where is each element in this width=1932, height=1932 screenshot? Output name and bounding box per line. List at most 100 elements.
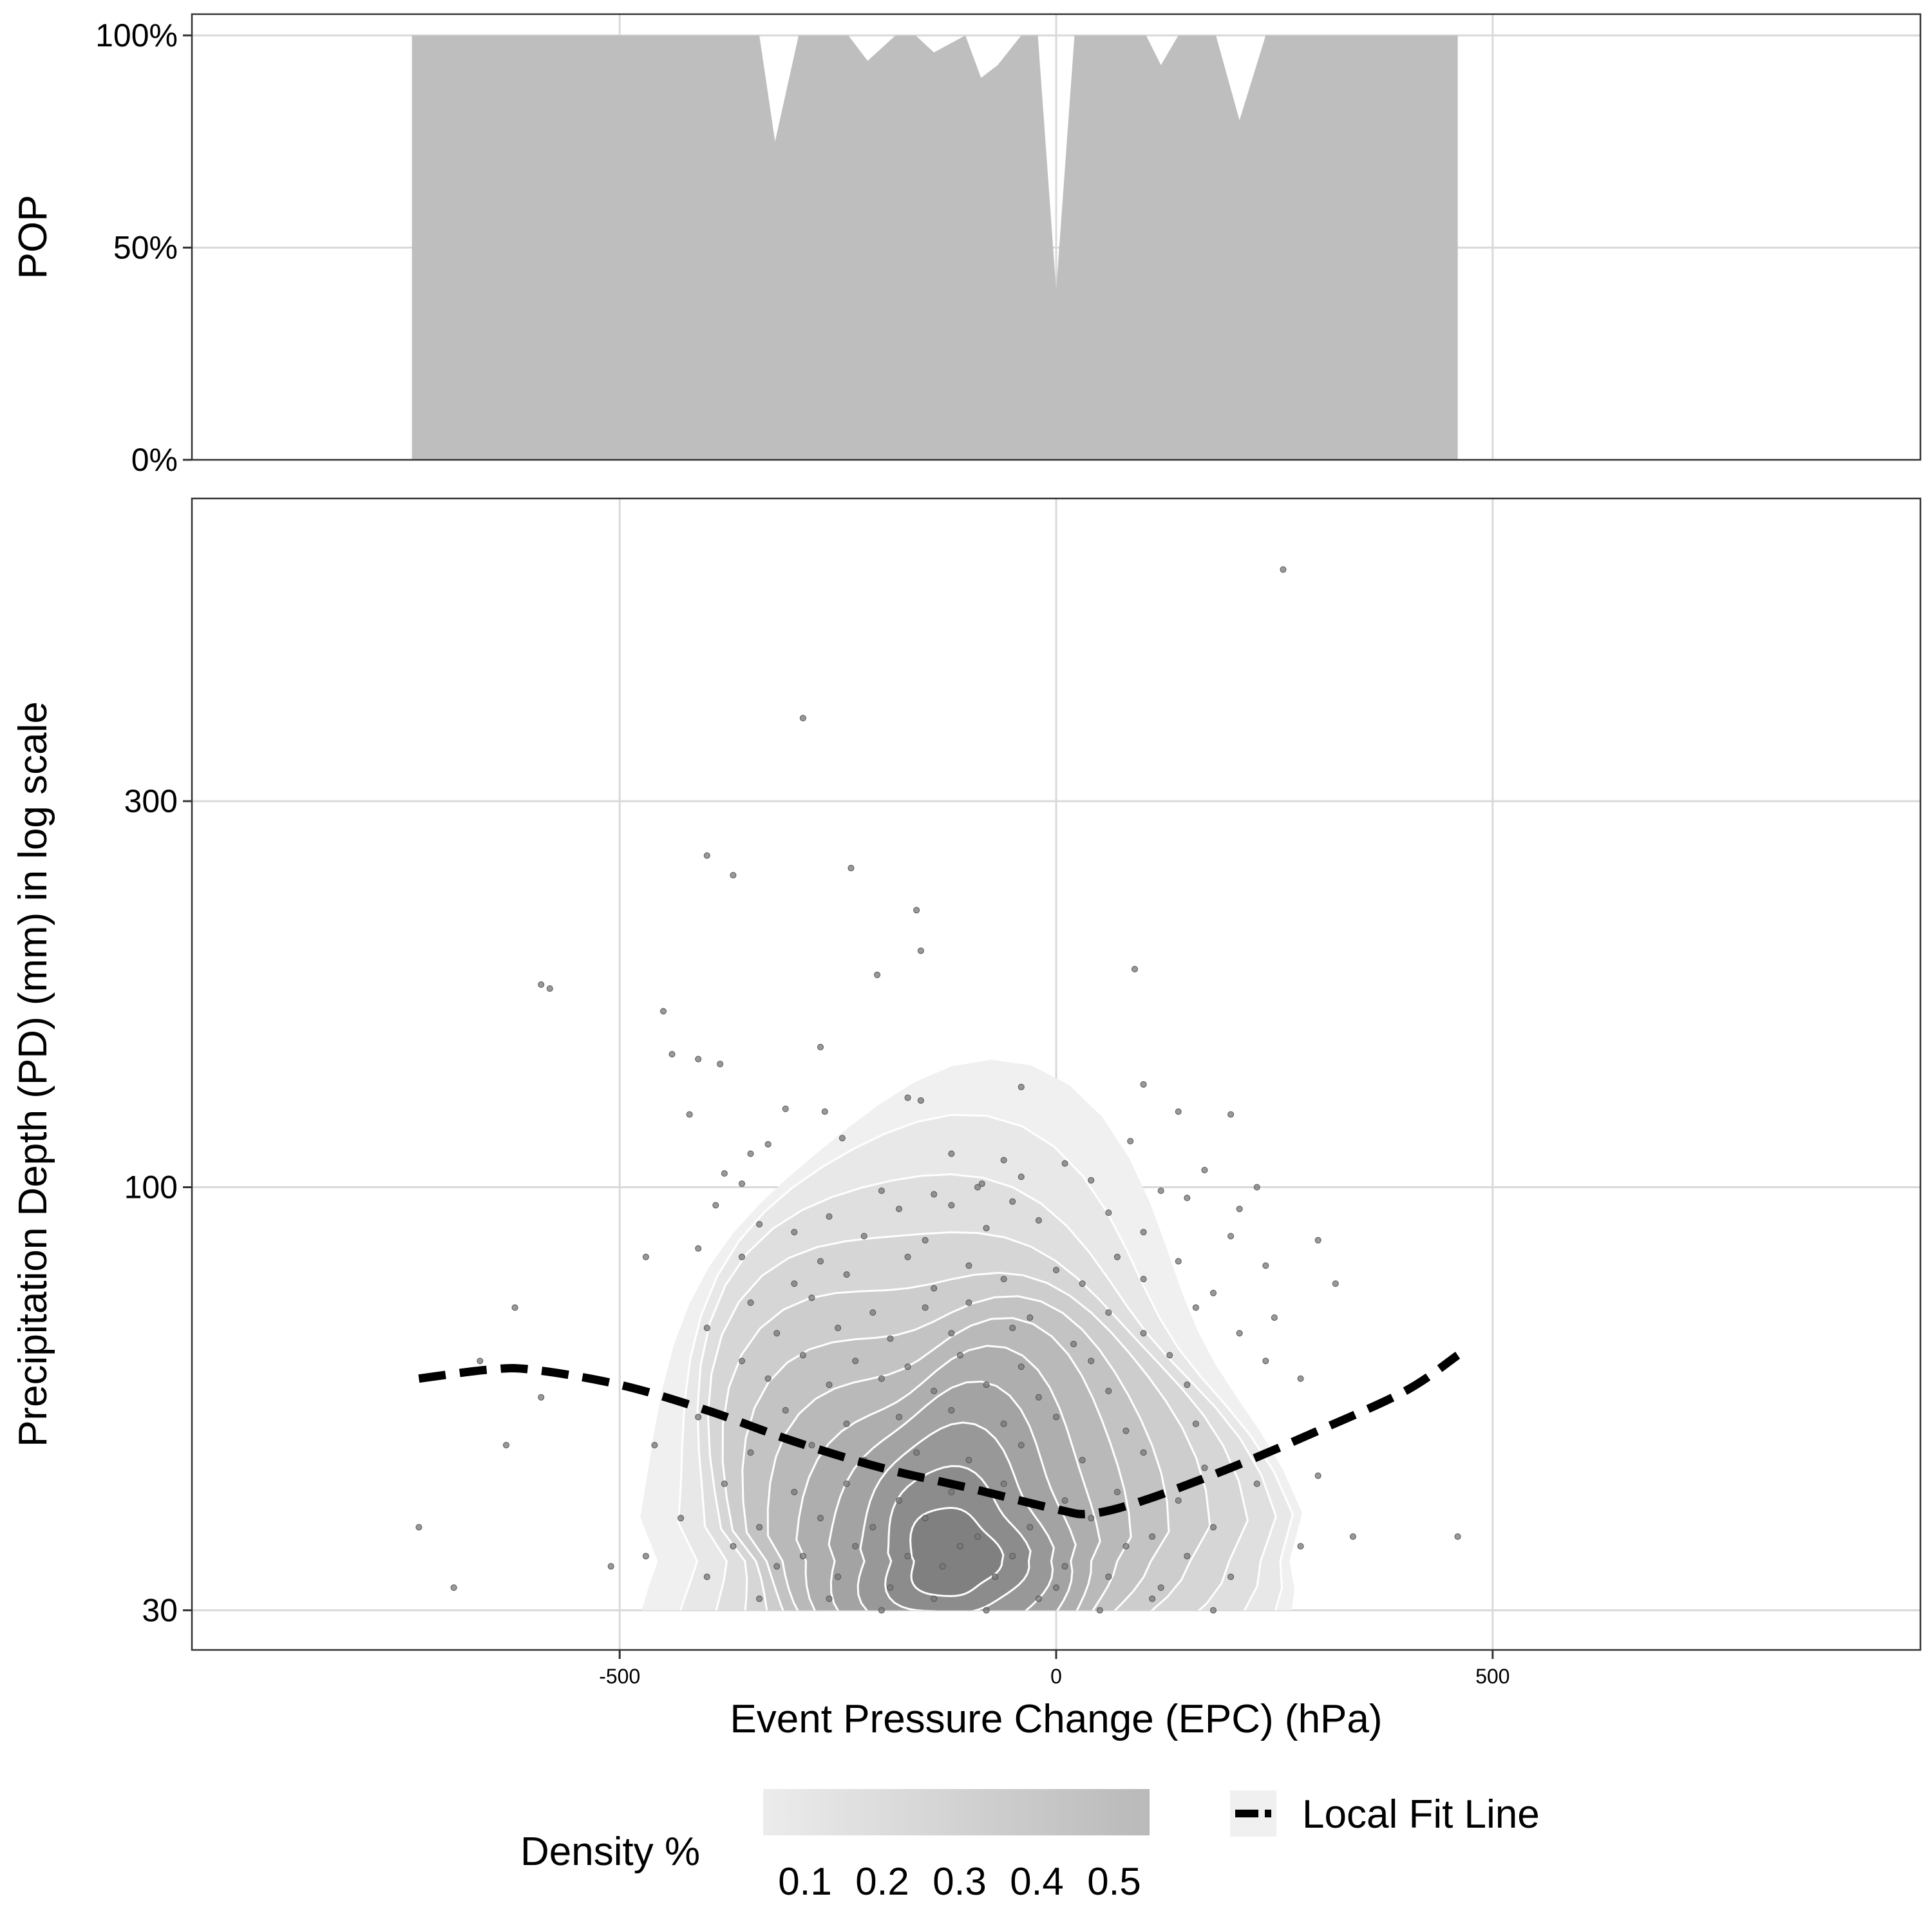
scatter-point: [1297, 1375, 1304, 1382]
scatter-point: [1175, 1108, 1182, 1115]
scatter-point: [965, 1299, 972, 1306]
scatter-point: [1175, 1497, 1182, 1504]
scatter-point: [721, 1481, 728, 1488]
scatter-point: [1314, 1236, 1321, 1244]
scatter-point: [1088, 1177, 1095, 1184]
scatter-point: [860, 1233, 867, 1240]
scatter-point: [1236, 1206, 1243, 1213]
scatter-point: [1061, 1563, 1068, 1570]
scatter-point: [869, 1309, 876, 1316]
scatter-point: [878, 1607, 885, 1614]
scatter-point: [703, 852, 710, 859]
scatter-point: [922, 1304, 929, 1311]
scatter-point: [922, 1515, 929, 1522]
scatter-point: [695, 1056, 702, 1063]
pop-y-tick-label: 100%: [95, 17, 178, 53]
scatter-point: [1184, 1553, 1191, 1560]
scatter-point: [948, 1202, 955, 1209]
scatter-point: [817, 1043, 824, 1050]
scatter-point: [1018, 1363, 1025, 1370]
scatter-point: [1105, 1387, 1112, 1394]
scatter-point: [739, 1253, 745, 1260]
scatter-point: [791, 1229, 798, 1236]
scatter-point: [642, 1553, 649, 1560]
scatter-point: [948, 1488, 955, 1495]
scatter-point: [1113, 1253, 1121, 1260]
scatter-point: [415, 1524, 422, 1531]
scatter-point: [791, 1488, 798, 1495]
scatter-point: [1253, 1481, 1260, 1488]
scatter-point: [983, 1381, 990, 1388]
density-legend-title: Density %: [520, 1830, 700, 1874]
scatter-point: [1105, 1309, 1112, 1316]
scatter-point: [764, 1375, 772, 1382]
scatter-point: [1053, 1584, 1059, 1591]
scatter-point: [1127, 1138, 1134, 1145]
scatter-point: [747, 1449, 754, 1456]
scatter-point: [848, 864, 855, 871]
scatter-point: [1027, 1314, 1034, 1321]
scatter-point: [931, 1387, 938, 1394]
scatter-point: [1140, 1081, 1147, 1088]
scatter-point: [956, 1352, 963, 1359]
density-colorbar: [763, 1789, 1150, 1835]
scatter-point: [1297, 1542, 1304, 1549]
pop-y-ticks: 0% 50% 100%: [95, 17, 192, 478]
scatter-point: [538, 1394, 545, 1401]
scatter-point: [1035, 1595, 1042, 1602]
scatter-point: [1105, 1573, 1112, 1580]
x-axis-label: Event Pressure Change (EPC) (hPa): [730, 1697, 1382, 1741]
scatter-point: [1201, 1464, 1208, 1472]
scatter-point: [712, 1202, 719, 1209]
scatter-point: [1227, 1233, 1235, 1240]
pop-y-tick-label: 0%: [131, 442, 178, 478]
scatter-point: [730, 872, 737, 879]
scatter-point: [503, 1441, 509, 1448]
scatter-point: [791, 1280, 798, 1287]
scatter-point: [1149, 1595, 1156, 1602]
scatter-point: [808, 1294, 815, 1302]
scatter-point: [756, 1524, 763, 1531]
scatter-point: [1157, 1187, 1164, 1194]
scatter-point: [826, 1381, 833, 1388]
scatter-point: [817, 1258, 824, 1265]
scatter-point: [546, 985, 553, 992]
scatter-point: [1140, 1229, 1147, 1236]
density-contour-11: [909, 1506, 1005, 1597]
scatter-point: [1280, 566, 1287, 573]
scatter-point: [695, 1245, 702, 1252]
scatter-point: [1157, 1584, 1164, 1591]
scatter-point: [1192, 1420, 1199, 1427]
scatter-point: [1088, 1358, 1095, 1365]
scatter-point: [703, 1325, 710, 1332]
scatter-point: [686, 1111, 693, 1118]
scatter-y-ticks: 30 100 300: [124, 783, 192, 1628]
scatter-point: [730, 1542, 737, 1549]
scatter-point: [642, 1253, 649, 1260]
scatter-point: [878, 1187, 885, 1194]
density-legend-ticks: 0.1 0.2 0.3 0.4 0.5: [778, 1860, 1141, 1903]
scatter-points: [415, 566, 1461, 1614]
scatter-point: [1018, 1083, 1025, 1090]
legend: Density % 0.1 0.2 0.3 0.4 0.5 Local Fit Line: [520, 1789, 1540, 1903]
scatter-point: [1175, 1258, 1182, 1265]
scatter-point: [896, 1497, 902, 1504]
scatter-point: [948, 1150, 955, 1157]
scatter-point: [1079, 1457, 1086, 1464]
scatter-point: [931, 1595, 938, 1602]
scatter-point: [874, 971, 881, 978]
y-tick-label: 100: [124, 1170, 178, 1206]
y-tick-label: 300: [124, 783, 178, 819]
scatter-point: [756, 1595, 763, 1602]
scatter-point: [1253, 1184, 1260, 1191]
scatter-point: [677, 1515, 685, 1522]
scatter-x-ticks: -500 0 500: [599, 1650, 1510, 1688]
scatter-point: [1262, 1358, 1269, 1365]
y-tick-label: 30: [142, 1592, 178, 1628]
scatter-point: [826, 1213, 833, 1220]
scatter-point: [1061, 1497, 1068, 1504]
scatter-point: [1009, 1325, 1016, 1332]
x-tick-label: -500: [599, 1665, 640, 1688]
scatter-point: [808, 1441, 815, 1448]
scatter-point: [922, 1236, 929, 1244]
